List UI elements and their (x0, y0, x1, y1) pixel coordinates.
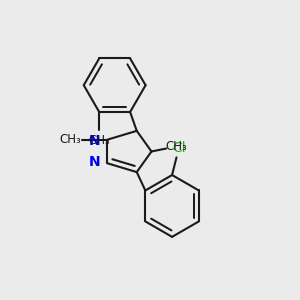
Text: N: N (88, 155, 100, 169)
Text: CH₃: CH₃ (166, 140, 188, 153)
Text: CH₃: CH₃ (88, 134, 110, 147)
Text: CH₃: CH₃ (59, 133, 81, 146)
Text: Cl: Cl (172, 141, 186, 154)
Text: N: N (88, 134, 100, 148)
